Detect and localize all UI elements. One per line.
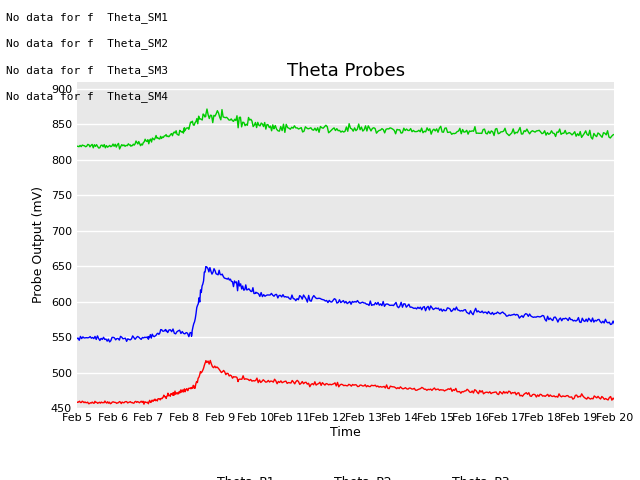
X-axis label: Time: Time	[330, 426, 361, 439]
Text: No data for f  Theta_SM2: No data for f Theta_SM2	[6, 38, 168, 49]
Text: No data for f  Theta_SM3: No data for f Theta_SM3	[6, 65, 168, 76]
Y-axis label: Probe Output (mV): Probe Output (mV)	[32, 186, 45, 303]
Text: No data for f  Theta_SM1: No data for f Theta_SM1	[6, 12, 168, 23]
Title: Theta Probes: Theta Probes	[287, 62, 404, 80]
Text: No data for f  Theta_SM4: No data for f Theta_SM4	[6, 91, 168, 102]
Legend: Theta_P1, Theta_P2, Theta_P3: Theta_P1, Theta_P2, Theta_P3	[177, 470, 515, 480]
